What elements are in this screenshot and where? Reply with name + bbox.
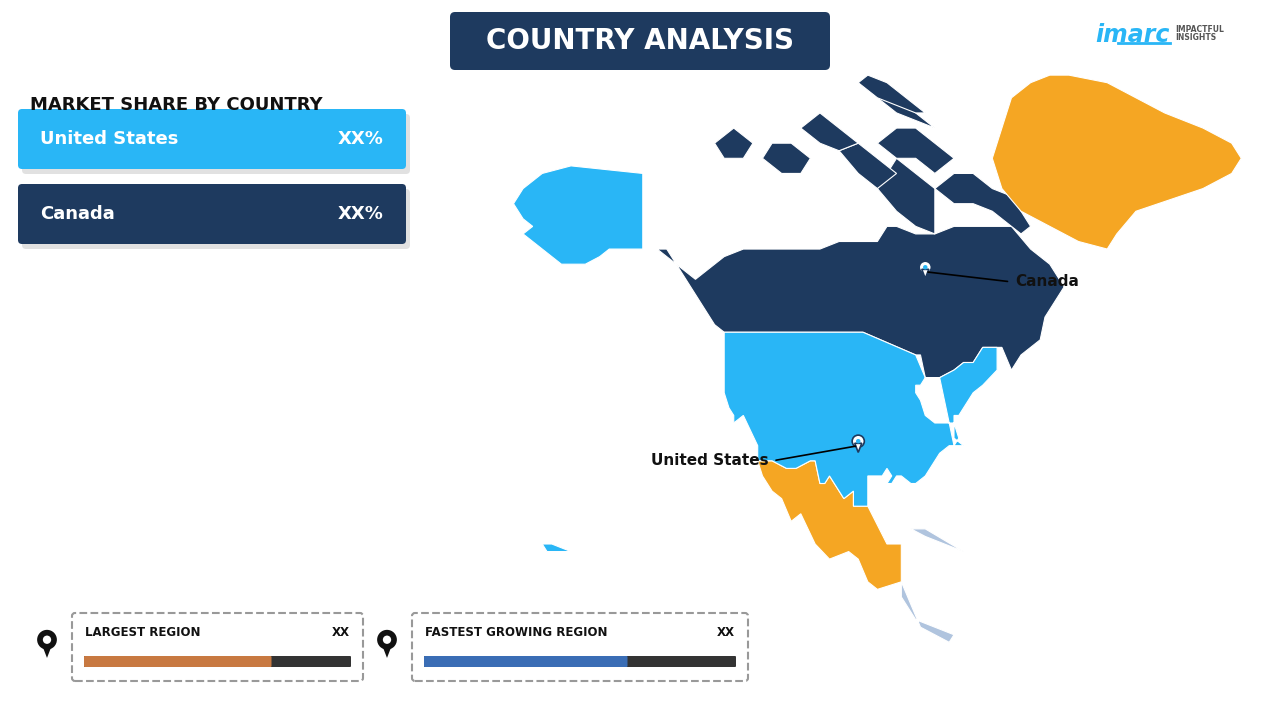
Polygon shape <box>758 461 901 590</box>
Circle shape <box>919 261 932 274</box>
Circle shape <box>378 630 397 649</box>
Text: XX: XX <box>717 626 735 639</box>
Text: imarc: imarc <box>1096 23 1170 47</box>
Circle shape <box>42 636 51 644</box>
Circle shape <box>383 636 392 644</box>
Text: XX: XX <box>332 626 349 639</box>
Polygon shape <box>934 174 1030 234</box>
Polygon shape <box>840 143 896 189</box>
Polygon shape <box>859 75 925 113</box>
Polygon shape <box>513 166 643 264</box>
FancyBboxPatch shape <box>424 656 627 667</box>
Polygon shape <box>922 269 929 279</box>
Polygon shape <box>911 529 964 552</box>
Polygon shape <box>877 128 954 174</box>
Text: United States: United States <box>650 453 768 468</box>
Polygon shape <box>877 158 934 234</box>
FancyBboxPatch shape <box>18 184 406 244</box>
Polygon shape <box>992 75 1242 249</box>
Circle shape <box>852 435 864 447</box>
Polygon shape <box>724 332 997 506</box>
Polygon shape <box>648 226 1064 377</box>
Circle shape <box>37 630 56 649</box>
FancyBboxPatch shape <box>412 613 748 681</box>
Text: XX%: XX% <box>338 130 384 148</box>
Polygon shape <box>801 113 859 150</box>
Text: LARGEST REGION: LARGEST REGION <box>84 626 201 639</box>
Polygon shape <box>901 582 954 642</box>
Text: FASTEST GROWING REGION: FASTEST GROWING REGION <box>425 626 608 639</box>
Text: Canada: Canada <box>40 205 115 223</box>
FancyBboxPatch shape <box>451 12 829 70</box>
Polygon shape <box>877 98 934 128</box>
Polygon shape <box>41 643 52 658</box>
Polygon shape <box>543 544 571 552</box>
FancyBboxPatch shape <box>18 109 406 169</box>
Polygon shape <box>381 643 393 658</box>
FancyBboxPatch shape <box>84 656 271 667</box>
Text: MARKET SHARE BY COUNTRY: MARKET SHARE BY COUNTRY <box>29 96 323 114</box>
Polygon shape <box>855 444 861 452</box>
Text: COUNTRY ANALYSIS: COUNTRY ANALYSIS <box>486 27 794 55</box>
Text: Canada: Canada <box>1015 274 1079 289</box>
Circle shape <box>856 439 860 444</box>
Text: XX%: XX% <box>338 205 384 223</box>
Polygon shape <box>763 143 810 174</box>
Circle shape <box>923 265 928 269</box>
FancyBboxPatch shape <box>72 613 364 681</box>
Polygon shape <box>714 128 753 158</box>
FancyBboxPatch shape <box>424 656 736 667</box>
FancyBboxPatch shape <box>22 189 410 249</box>
Text: United States: United States <box>40 130 178 148</box>
Text: INSIGHTS: INSIGHTS <box>1175 34 1216 42</box>
FancyBboxPatch shape <box>22 114 410 174</box>
Text: IMPACTFUL: IMPACTFUL <box>1175 25 1224 35</box>
FancyBboxPatch shape <box>84 656 351 667</box>
